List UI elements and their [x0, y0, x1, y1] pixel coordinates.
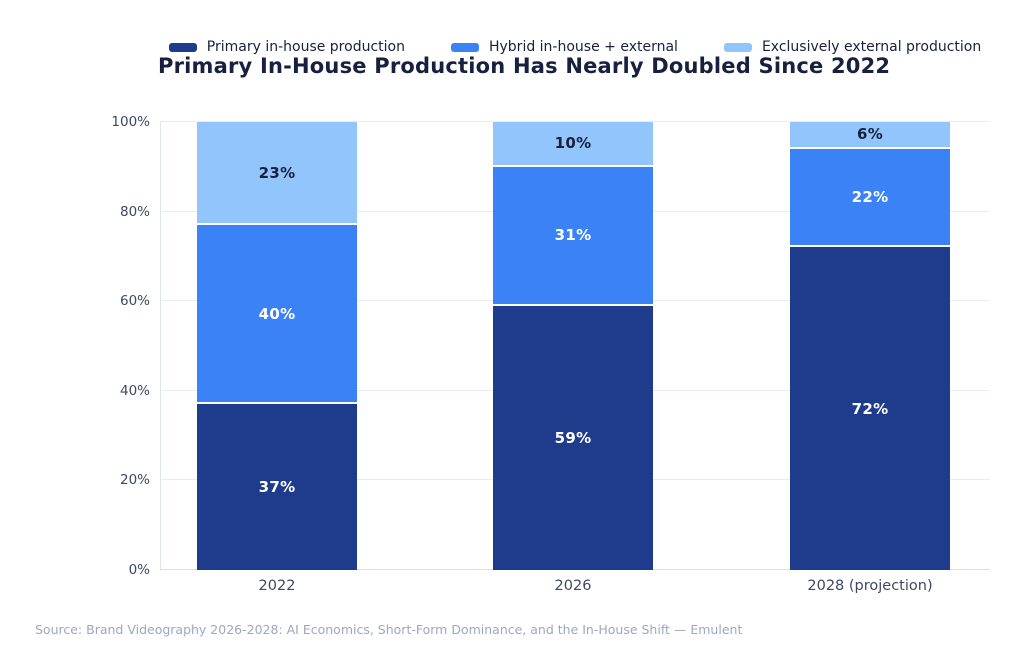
legend-label: Exclusively external production: [761, 39, 982, 55]
bar-value-label: 6%: [856, 125, 884, 144]
bar-value-label: 37%: [258, 478, 296, 497]
bar-value-label: 72%: [851, 399, 889, 418]
bar-value-label: 59%: [554, 428, 592, 447]
gridline-100%: [160, 121, 990, 122]
bar-segment: 72%: [790, 247, 950, 570]
x-tick-label: 2028 (projection): [807, 578, 933, 594]
bar-segment: 37%: [197, 404, 357, 570]
legend-label: Hybrid in-house + external: [488, 39, 678, 55]
bar-segment: 23%: [197, 122, 357, 226]
legend-label: Primary in-house production: [206, 39, 405, 55]
y-tick-label: 80%: [119, 203, 150, 220]
legend-item-0: Primary in-house production: [168, 39, 405, 55]
x-tick-label: 2026: [554, 578, 592, 594]
bar-segment: 6%: [790, 122, 950, 149]
bar-value-label: 10%: [554, 134, 592, 153]
bar-segment: 22%: [790, 148, 950, 248]
legend-swatch-icon: [168, 42, 197, 52]
bar-segment: 31%: [493, 166, 653, 306]
legend-item-1: Hybrid in-house + external: [450, 39, 678, 55]
bar-segment: 10%: [493, 122, 653, 167]
source-caption: Source: Brand Videography 2026-2028: AI …: [35, 622, 743, 637]
y-axis-line: [160, 122, 161, 570]
legend-swatch-icon: [450, 42, 479, 52]
y-tick-label: 0%: [128, 562, 150, 578]
bar-value-label: 23%: [258, 163, 296, 182]
plot-area: 0% 20% 40% 60% 80% 100% 37% 40% 23% 2022 59% 31% 10%…: [111, 114, 990, 594]
chart-title: Primary In-House Production Has Nearly D…: [158, 54, 891, 78]
bar-segment: 40%: [197, 225, 357, 405]
bar-value-label: 22%: [851, 188, 889, 207]
bar-value-label: 40%: [258, 304, 296, 323]
y-tick-label: 60%: [119, 293, 150, 310]
y-tick-label: 100%: [111, 114, 150, 130]
legend-item-2: Exclusively external production: [723, 39, 982, 55]
y-tick-label: 20%: [119, 472, 150, 489]
chart-legend: Primary in-house production Hybrid in-hou…: [160, 37, 990, 57]
x-tick-label: 2022: [258, 578, 296, 594]
y-tick-label: 40%: [119, 382, 150, 399]
bar-2022: 37% 40% 23%: [197, 122, 357, 570]
legend-swatch-icon: [723, 42, 752, 52]
bar-2026: 59% 31% 10%: [493, 122, 653, 570]
bar-segment: 59%: [493, 305, 653, 570]
bar-value-label: 31%: [554, 226, 592, 245]
bar-2028 (projection): 72% 22% 6%: [790, 122, 950, 570]
